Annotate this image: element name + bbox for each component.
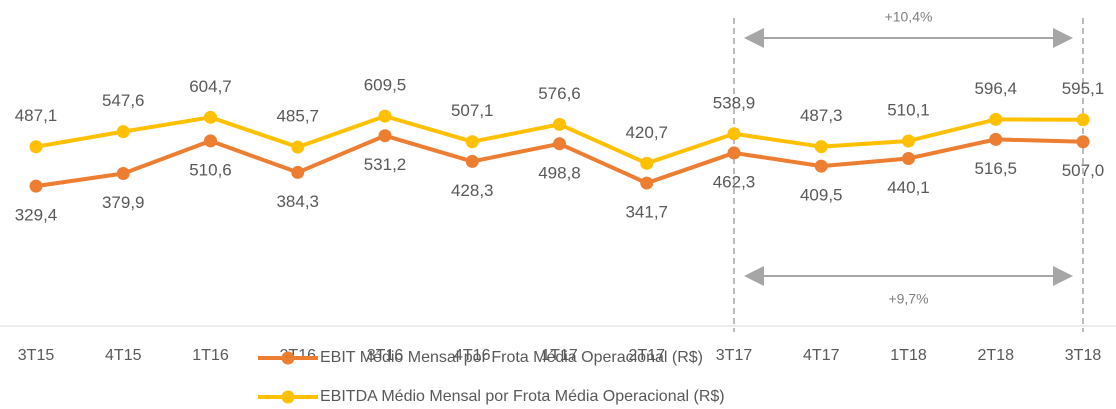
x-tick-label: 3T17 [716,347,753,364]
marker [727,127,741,141]
data-label: 510,6 [189,160,232,179]
data-label: 596,4 [974,79,1017,98]
marker [902,151,915,165]
data-label: 609,5 [364,76,407,95]
data-label: 531,2 [364,155,407,174]
marker [29,179,43,193]
annotation: +10,4% [885,9,933,25]
x-tick-label: 1T16 [192,347,229,364]
data-label: 604,7 [189,77,232,96]
marker [378,129,392,143]
marker [989,132,1003,146]
x-tick-label: 4T16 [454,347,491,364]
x-tick-label: 4T17 [803,347,840,364]
x-tick-label: 1T17 [541,347,578,364]
marker [727,146,741,160]
data-label: 384,3 [276,192,319,211]
marker [291,140,305,154]
data-label: 420,7 [625,123,668,142]
data-label: 329,4 [15,206,58,225]
marker [902,134,915,148]
marker [204,110,217,124]
marker [1076,135,1090,149]
marker [640,176,654,190]
marker [814,159,828,173]
data-label: 507,0 [1062,161,1105,180]
marker [29,140,43,154]
x-tick-label: 2T18 [978,347,1015,364]
legend-label: EBITDA Médio Mensal por Frota Média Oper… [320,388,725,405]
data-label: 595,1 [1062,79,1105,98]
data-label: 510,1 [887,100,930,119]
data-label: 409,5 [800,186,843,205]
legend-marker [281,390,295,404]
marker [553,117,566,131]
data-label: 379,9 [102,193,145,212]
marker [291,165,305,179]
marker [814,140,828,154]
data-label: 428,3 [451,181,494,200]
data-label: 487,3 [800,106,843,125]
data-label: 341,7 [625,203,668,222]
x-tick-label: 2T17 [629,347,666,364]
data-label: 516,5 [974,159,1017,178]
data-label: 498,8 [538,163,581,182]
data-label: 485,7 [276,107,319,126]
marker [553,137,566,151]
data-label: 487,1 [15,106,58,125]
x-tick-label: 4T15 [105,347,142,364]
data-label: 547,6 [102,91,145,110]
x-tick-label: 3T18 [1065,347,1102,364]
x-tick-label: 1T18 [890,347,927,364]
legend-marker [281,351,295,365]
marker [116,125,130,139]
marker [640,156,654,170]
data-label: 576,6 [538,84,581,103]
marker [989,112,1003,126]
data-label: 538,9 [713,93,756,112]
marker [378,109,392,123]
annotation: +9,7% [888,291,928,307]
marker [465,154,479,168]
marker [204,134,217,148]
marker [465,135,479,149]
data-label: 507,1 [451,101,494,120]
data-label: 440,1 [887,178,930,197]
data-label: 462,3 [713,172,756,191]
x-tick-label: 3T15 [18,347,55,364]
x-tick-label: 3T16 [367,347,404,364]
legend-label: EBIT Médio Mensal por Frota Média Operac… [320,349,703,366]
marker [1076,113,1090,127]
marker [116,167,130,181]
